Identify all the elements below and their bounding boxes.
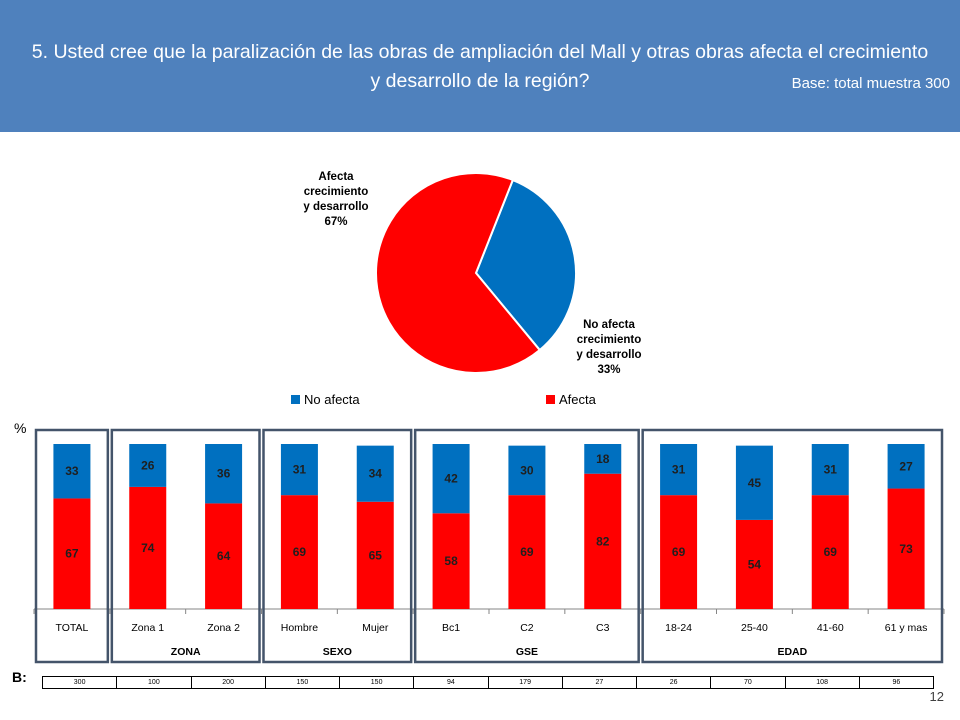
bar-afecta-total — [53, 498, 91, 609]
bar-afecta-41-60 — [811, 495, 849, 609]
bar-no-afecta-c2 — [508, 445, 546, 496]
data-label-afecta: 65 — [369, 548, 383, 562]
bar-afecta-mujer — [356, 501, 394, 609]
base-cell: 150 — [338, 676, 415, 689]
category-label: Hombre — [281, 622, 319, 634]
data-label-no-afecta: 33 — [65, 464, 79, 478]
bar-afecta-zona-2 — [205, 503, 243, 609]
data-label-afecta: 69 — [672, 545, 686, 559]
category-label: 61 y mas — [885, 622, 928, 634]
pie-slice-afecta — [375, 172, 542, 374]
category-label: Mujer — [362, 622, 389, 634]
pie-label-no-afecta: No afecta crecimiento y desarrollo 33% — [576, 319, 641, 376]
data-label-no-afecta: 18 — [596, 452, 610, 466]
data-label-afecta: 64 — [217, 549, 231, 563]
bar-no-afecta-18-24 — [660, 444, 698, 496]
data-label-afecta: 67 — [65, 547, 79, 561]
legend-label-no-afecta: No afecta — [304, 392, 360, 407]
category-label: Zona 1 — [131, 622, 164, 634]
data-label-afecta: 69 — [293, 545, 307, 559]
category-label: Bc1 — [442, 622, 460, 634]
bar-afecta-25-40 — [735, 519, 773, 609]
data-label-afecta: 54 — [748, 557, 762, 571]
data-label-afecta: 69 — [824, 545, 838, 559]
data-label-afecta: 74 — [141, 541, 155, 555]
data-label-no-afecta: 31 — [824, 463, 838, 477]
data-label-no-afecta: 27 — [899, 459, 913, 473]
data-label-afecta: 82 — [596, 534, 610, 548]
bases-table: 300 100 200 150 150 94 179 27 26 70 108 96 — [41, 676, 935, 689]
category-label: 41-60 — [817, 622, 844, 634]
data-label-afecta: 73 — [899, 542, 913, 556]
category-label: C3 — [596, 622, 610, 634]
group-label: ZONA — [171, 646, 201, 658]
legend-swatch-afecta — [546, 395, 555, 404]
data-label-no-afecta: 42 — [444, 472, 458, 486]
bar-no-afecta-25-40 — [735, 445, 773, 520]
bar-afecta-bc1 — [432, 513, 470, 609]
legend-label-afecta: Afecta — [559, 392, 597, 407]
bases-label: B: — [12, 669, 27, 685]
base-cell: 108 — [784, 676, 860, 689]
data-label-no-afecta: 45 — [748, 476, 762, 490]
base-cell: 150 — [264, 676, 341, 689]
group-label: GSE — [516, 646, 538, 658]
percent-axis-label: % — [14, 420, 27, 436]
group-box — [262, 428, 413, 664]
stacked-bar-chart: 67 33 TOTAL 74 26 Zona 1 64 36 Zona 2 69 31 Hombre 6… — [33, 428, 945, 664]
data-label-afecta: 58 — [444, 554, 458, 568]
bar-no-afecta-61-y-mas — [887, 444, 925, 489]
bar-no-afecta-zona-1 — [129, 444, 167, 487]
data-label-no-afecta: 31 — [293, 463, 307, 477]
group-box — [641, 428, 944, 664]
page-number: 12 — [929, 689, 944, 704]
bar-afecta-18-24 — [660, 495, 698, 609]
group-box — [413, 428, 640, 664]
base-cell: 300 — [41, 676, 118, 689]
bases-row: 300 100 200 150 150 94 179 27 26 70 108 96 — [41, 676, 935, 689]
data-label-no-afecta: 36 — [217, 467, 231, 481]
bar-no-afecta-bc1 — [432, 444, 470, 514]
question-title: 5. Usted cree que la paralización de las… — [31, 41, 929, 92]
pie-chart: No afecta crecimiento y desarrollo 33% Afect… — [291, 171, 642, 407]
base-cell: 70 — [710, 676, 786, 689]
data-label-no-afecta: 30 — [520, 463, 534, 477]
bar-afecta-61-y-mas — [887, 488, 925, 609]
bar-afecta-c3 — [584, 473, 622, 609]
group-box — [34, 428, 110, 664]
data-label-afecta: 69 — [520, 545, 534, 559]
category-label: TOTAL — [55, 622, 88, 634]
category-label: 25-40 — [741, 622, 768, 634]
bar-no-afecta-hombre — [280, 444, 318, 496]
title-banner: 5. Usted cree que la paralización de las… — [0, 0, 960, 132]
data-label-no-afecta: 34 — [369, 467, 383, 481]
group-box — [110, 428, 261, 664]
data-label-no-afecta: 26 — [141, 458, 155, 472]
base-cell: 94 — [413, 676, 489, 689]
bar-afecta-hombre — [280, 495, 318, 609]
bar-no-afecta-c3 — [584, 444, 622, 474]
bar-afecta-c2 — [508, 495, 546, 609]
bar-no-afecta-total — [53, 444, 91, 499]
bar-no-afecta-mujer — [356, 445, 394, 502]
bar-no-afecta-41-60 — [811, 444, 849, 496]
base-cell: 27 — [561, 676, 638, 689]
group-label: EDAD — [777, 646, 807, 658]
category-label: C2 — [520, 622, 534, 634]
base-cell: 100 — [116, 676, 192, 689]
group-label: SEXO — [323, 646, 352, 658]
legend-swatch-no-afecta — [291, 395, 300, 404]
pie-label-afecta: Afecta crecimiento y desarrollo 67% — [303, 171, 368, 228]
category-label: Zona 2 — [207, 622, 240, 634]
base-cell: 26 — [635, 676, 712, 689]
base-cell: 179 — [487, 676, 563, 689]
base-text: Base: total muestra 300 — [791, 75, 950, 92]
base-cell: 200 — [190, 676, 266, 689]
category-label: 18-24 — [665, 622, 692, 634]
bar-no-afecta-zona-2 — [205, 444, 243, 504]
base-cell: 96 — [858, 676, 935, 689]
data-label-no-afecta: 31 — [672, 463, 686, 477]
bar-afecta-zona-1 — [129, 486, 167, 609]
pie-slice-no-afecta — [474, 178, 577, 352]
